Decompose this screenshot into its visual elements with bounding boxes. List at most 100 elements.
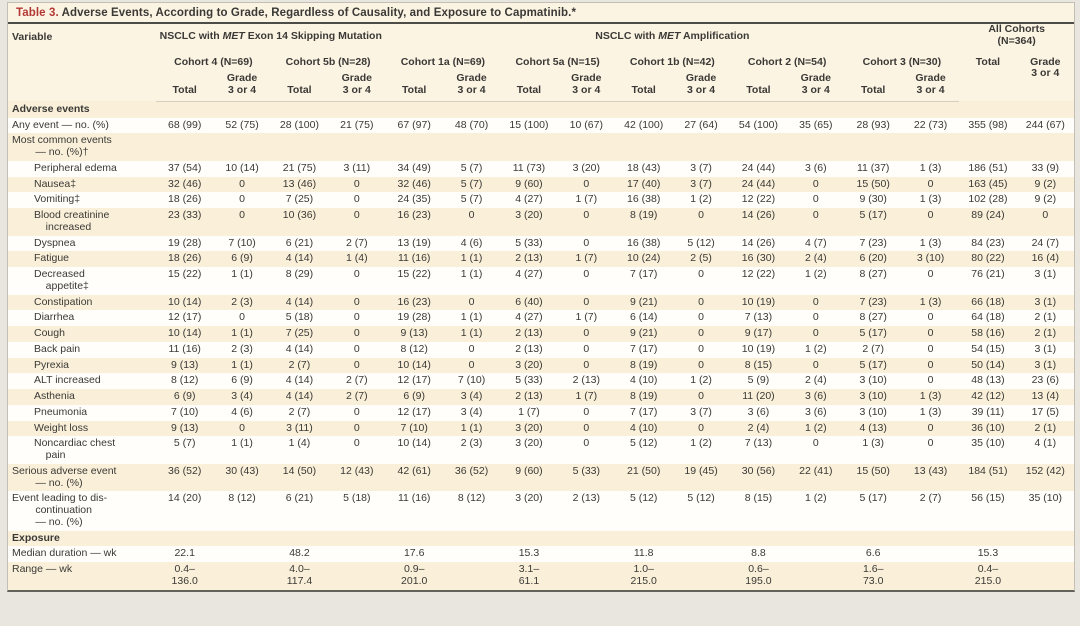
cell-value: 3 (20) <box>572 161 601 174</box>
cell-value <box>615 133 672 161</box>
cell-value: 19 (28) <box>168 236 202 249</box>
table-row: Asthenia 6 (9) 3 (4) 4 (14) 2 (7) 6 (9) 3 (4) 2… <box>8 389 1074 405</box>
cell-value: 1.0– 215.0 <box>630 563 657 587</box>
table-number: Table 3. <box>16 7 59 19</box>
cell-value: 1 (7) <box>518 405 540 418</box>
cell-value: 1 (1) <box>231 268 253 280</box>
cell-value: 1 (1) <box>460 421 483 434</box>
cohort-1b-header: Cohort 1b (N=42) <box>629 55 715 68</box>
cell-value <box>328 546 385 562</box>
cell-value: 2 (13) <box>515 252 543 265</box>
cell-value: 7 (25) <box>285 193 314 206</box>
cell-value: 186 (51) <box>968 161 1008 174</box>
cell-value: 15 (22) <box>168 268 202 280</box>
cell-value: 27 (64) <box>684 118 718 131</box>
cell-value <box>558 546 615 562</box>
cell-value <box>443 546 500 562</box>
cell-value: 10 (24) <box>627 252 661 265</box>
grade-header: Grade 3 or 4 <box>328 68 386 102</box>
cell-value: 32 (46) <box>397 177 431 190</box>
cell-value: 1 (3) <box>919 405 942 418</box>
cell-value: 0 <box>698 209 704 221</box>
cell-value: 0 <box>1042 209 1049 221</box>
row-label: Event leading to dis- continuation — no.… <box>12 492 108 528</box>
cell-value: 5 (33) <box>515 236 543 249</box>
cell-value: 0 <box>927 209 934 221</box>
cell-value: 4 (1) <box>1034 437 1057 450</box>
cell-value: 0 <box>698 421 704 434</box>
cell-value: 0 <box>812 327 819 339</box>
cell-value: 2 (3) <box>231 342 253 355</box>
row-label: Median duration — wk <box>12 547 117 560</box>
cell-value: 0.4– 215.0 <box>974 563 1002 587</box>
table-row: Weight loss 9 (13) 0 3 (11) 0 7 (10) 1 (1) 3 (2… <box>8 420 1074 437</box>
cell-value: 0 <box>583 405 590 418</box>
cell-value: 0 <box>353 342 360 355</box>
cell-value: 6 (20) <box>859 252 887 265</box>
cell-value: 42 (61) <box>397 464 431 477</box>
cell-value: 15 (50) <box>856 464 890 477</box>
cell-value: 16 (38) <box>627 193 661 206</box>
cell-value: 5 (17) <box>859 358 887 371</box>
total-header: Total <box>729 68 788 102</box>
cell-value: 9 (30) <box>859 193 887 206</box>
cell-value: 1 (3) <box>919 295 942 308</box>
group-header-amplification: NSCLC with MET Amplification <box>386 24 960 48</box>
cell-value: 4 (6) <box>231 405 253 418</box>
cell-value: 5 (7) <box>460 177 483 190</box>
cell-value: 5 (18) <box>285 311 314 324</box>
total-header: Total <box>156 68 214 102</box>
cell-value: 0 <box>468 342 475 355</box>
cell-value: 14 (26) <box>741 236 776 249</box>
cell-value: 10 (14) <box>397 437 431 450</box>
cell-value <box>902 562 959 590</box>
cell-value: 23 (6) <box>1031 374 1060 387</box>
cell-value: 0 <box>583 236 590 249</box>
cell-value: 13 (46) <box>282 177 317 190</box>
row-label: Pyrexia <box>34 358 70 371</box>
cell-value: 7 (10) <box>400 421 428 434</box>
cell-value: 0 <box>353 421 360 434</box>
cell-value: 58 (16) <box>971 327 1005 339</box>
row-label: Most common events — no. (%)† <box>12 134 112 158</box>
cell-value: 19 (45) <box>684 464 718 477</box>
cell-value: 2 (7) <box>919 492 942 505</box>
table-header: Variable NSCLC with MET Exon 14 Skipping… <box>8 23 1074 102</box>
row-label: ALT increased <box>34 374 101 387</box>
cell-value: 12 (22) <box>741 268 776 280</box>
cell-value <box>558 562 615 590</box>
cell-value: 13 (43) <box>913 464 948 477</box>
cell-value: 1 (3) <box>862 437 884 450</box>
cell-value: 23 (33) <box>168 209 202 221</box>
cell-value: 48 (13) <box>971 374 1005 387</box>
cell-value: 0 <box>583 342 590 355</box>
all-cohorts-grade-header: Grade 3 or 4 <box>1030 55 1061 80</box>
cell-value: 1 (1) <box>231 358 253 371</box>
cell-value: 2 (13) <box>515 327 543 339</box>
cell-value: 0 <box>812 177 819 190</box>
cell-value: 5 (17) <box>859 327 887 339</box>
cell-value: 6 (9) <box>231 374 253 387</box>
cell-value: 8 (19) <box>629 209 658 221</box>
cell-value: 6 (40) <box>515 295 543 308</box>
cell-value: 8 (27) <box>859 268 887 280</box>
subheader-row: Total Grade 3 or 4 Total Grade 3 or 4 To… <box>8 68 1074 102</box>
cell-value: 2 (4) <box>805 252 827 265</box>
cell-value: 16 (38) <box>627 236 661 249</box>
cell-value: 0 <box>927 311 934 324</box>
cell-value: 24 (35) <box>397 193 431 206</box>
cell-value <box>328 562 385 590</box>
table-row: Noncardiac chest pain 5 (7) 1 (1) 1 (4) 0 10 … <box>8 436 1074 464</box>
cell-value: 0 <box>812 193 819 206</box>
cell-value: 5 (12) <box>629 437 658 450</box>
cell-value: 14 (26) <box>741 209 776 221</box>
cell-value: 0 <box>927 268 934 280</box>
cell-value: 32 (46) <box>168 177 202 190</box>
cell-value: 8 (12) <box>228 492 256 505</box>
cell-value: 0 <box>583 327 590 339</box>
cell-value: 21 (50) <box>627 464 661 477</box>
cell-value: 0 <box>353 268 360 280</box>
cell-value <box>213 546 270 562</box>
cell-value: 1 (2) <box>690 374 712 387</box>
cell-value: 244 (67) <box>1025 118 1065 131</box>
